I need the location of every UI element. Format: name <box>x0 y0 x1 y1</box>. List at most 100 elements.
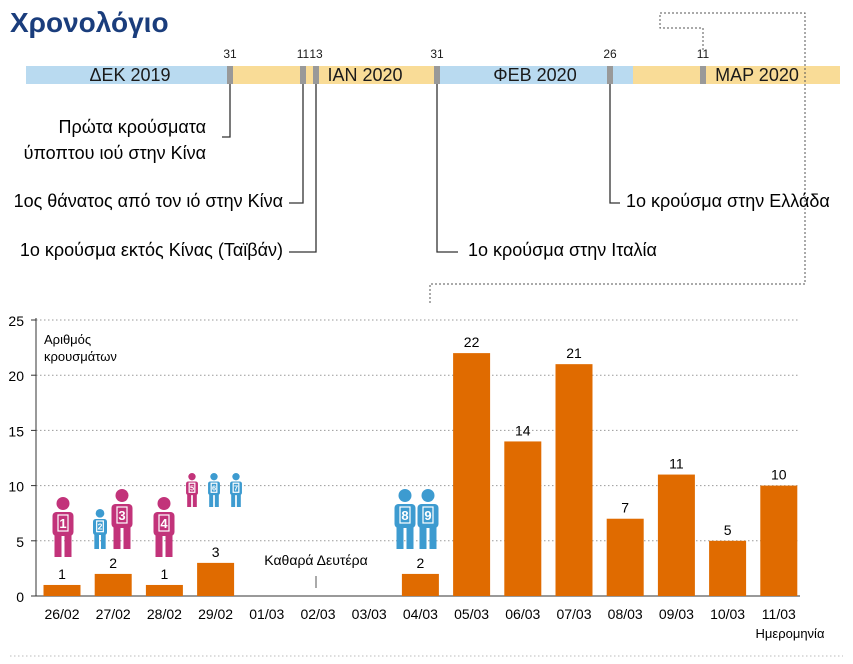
bar-chart: 0510152025Αριθμόςκρουσμάτων26/02127/0222… <box>8 313 843 657</box>
patient-number-box <box>158 514 170 532</box>
event-text: 1ο κρούσμα στην Ιταλία <box>468 240 657 260</box>
patient-leg <box>187 493 192 507</box>
timeline-tick-marker <box>434 66 440 84</box>
annotation-label: Καθαρά Δευτέρα <box>264 552 367 568</box>
y-tick-label: 5 <box>16 534 24 550</box>
timeline-month-segment <box>230 66 437 84</box>
x-tick-label: 04/03 <box>403 606 438 622</box>
bar <box>606 518 644 596</box>
x-tick-label: 02/03 <box>300 606 335 622</box>
patient-head <box>188 473 196 481</box>
patient-head <box>56 497 70 510</box>
patient-leg <box>419 526 427 549</box>
patient-figure-icon: 8 <box>394 489 416 549</box>
patient-leg <box>214 493 219 507</box>
patient-leg <box>54 534 62 557</box>
bar <box>760 485 798 596</box>
bar-value-label: 3 <box>212 544 220 560</box>
timeline-tick-marker <box>700 66 706 84</box>
patient-head <box>115 489 129 502</box>
timeline-tick-marker <box>300 66 306 84</box>
y-tick-label: 15 <box>8 423 24 439</box>
patient-leg <box>406 526 414 549</box>
patient-head <box>157 497 171 510</box>
patient-head <box>421 489 435 502</box>
patient-number-box <box>188 482 196 493</box>
patient-number: 2 <box>98 522 103 532</box>
patient-number: 4 <box>160 516 168 531</box>
patient-head <box>398 489 412 502</box>
bar-value-label: 1 <box>161 566 169 582</box>
bar-value-label: 21 <box>566 345 582 361</box>
patient-head <box>95 508 105 518</box>
timeline-month-segment <box>437 66 633 84</box>
bar <box>504 441 542 596</box>
y-tick-label: 25 <box>8 313 24 329</box>
patient-number: 5 <box>190 484 194 493</box>
x-tick-label: 11/03 <box>762 606 796 622</box>
patient-number: 8 <box>401 508 408 523</box>
timeline-month-label: ΦΕΒ 2020 <box>493 65 576 85</box>
bar <box>657 474 695 596</box>
bar-value-label: 2 <box>109 555 117 571</box>
y-axis-label: Αριθμός <box>44 332 91 347</box>
patient-leg <box>209 493 214 507</box>
patient-number-box <box>399 506 411 524</box>
patient-figure-icon: 3 <box>111 489 133 549</box>
x-tick-label: 26/02 <box>44 606 79 622</box>
x-tick-label: 01/03 <box>249 606 284 622</box>
patient-figure-icon: 5 <box>186 473 198 507</box>
bar-value-label: 11 <box>669 456 684 472</box>
page-title: Χρονολόγιο <box>10 7 169 38</box>
event-text: Πρώτα κρούσματα <box>58 117 206 137</box>
y-tick-label: 20 <box>8 368 24 384</box>
patient-leg <box>64 534 72 557</box>
bar <box>197 562 235 596</box>
x-tick-label: 05/03 <box>454 606 489 622</box>
timeline-month-label: ΔΕΚ 2019 <box>89 65 170 85</box>
bar <box>401 573 439 596</box>
bar-value-label: 10 <box>771 467 787 483</box>
patient-number: 6 <box>212 484 216 493</box>
timeline-tick-marker <box>313 66 319 84</box>
timeline-tick-label: 11 <box>297 47 310 61</box>
bar <box>709 540 747 596</box>
timeline-tick-label: 13 <box>309 47 323 61</box>
patient-figure-icon: 2 <box>93 508 107 549</box>
patient-number-box <box>210 482 218 493</box>
patient-leg <box>231 493 236 507</box>
bar-value-label: 22 <box>464 334 480 350</box>
bar <box>145 584 183 596</box>
patient-leg <box>429 526 437 549</box>
patient-head <box>210 473 218 481</box>
timeline-tick-marker <box>607 66 613 84</box>
timeline-month-segment <box>26 66 230 84</box>
timeline-tick-label: 26 <box>603 47 617 61</box>
x-tick-label: 08/03 <box>608 606 643 622</box>
timeline-tick-marker <box>227 66 233 84</box>
patient-number: 9 <box>424 508 431 523</box>
x-tick-label: 07/03 <box>556 606 591 622</box>
patient-leg <box>94 533 99 549</box>
patient-number-box <box>232 482 240 493</box>
patient-leg <box>113 526 121 549</box>
patient-number: 1 <box>59 516 66 531</box>
patient-leg <box>192 493 197 507</box>
patient-leg <box>155 534 163 557</box>
dotted-connector <box>429 12 806 305</box>
patient-number-box <box>422 506 434 524</box>
bar-value-label: 14 <box>515 422 531 438</box>
bar-value-label: 5 <box>724 522 732 538</box>
patient-number-box <box>116 506 128 524</box>
y-tick-label: 10 <box>8 479 24 495</box>
x-tick-label: 10/03 <box>710 606 745 622</box>
bar-value-label: 2 <box>417 555 425 571</box>
timeline-tick-label: 31 <box>223 47 237 61</box>
x-tick-label: 06/03 <box>505 606 540 622</box>
event-text: 1ο κρούσμα στην Ελλάδα <box>626 191 830 211</box>
x-tick-label: 29/02 <box>198 606 233 622</box>
x-tick-label: 27/02 <box>96 606 131 622</box>
patient-leg <box>165 534 173 557</box>
